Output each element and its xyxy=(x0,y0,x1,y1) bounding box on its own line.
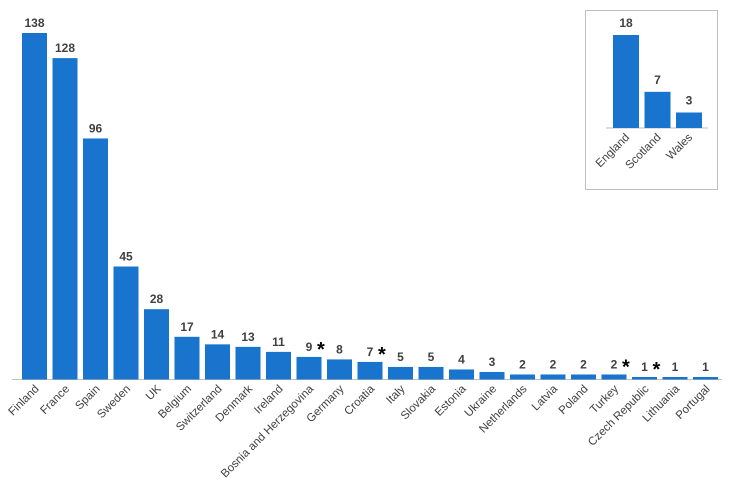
bar-switzerland xyxy=(205,344,230,380)
value-label: 9 xyxy=(306,340,313,354)
bar-turkey xyxy=(601,374,627,380)
bar-spain xyxy=(83,138,108,380)
value-label: 1 xyxy=(702,360,709,374)
inset-value-label: 3 xyxy=(686,94,693,108)
value-label: 14 xyxy=(211,327,225,341)
bar-poland xyxy=(571,374,596,380)
value-label: 7 xyxy=(367,345,374,359)
bar-estonia xyxy=(449,369,474,380)
asterisk-marker: * xyxy=(622,356,630,378)
bar-netherlands xyxy=(510,374,535,380)
bar-ukraine xyxy=(479,371,505,380)
value-label: 3 xyxy=(489,355,496,369)
inset-bar-scotland xyxy=(644,91,671,128)
value-label: 1 xyxy=(641,360,648,374)
value-label: 5 xyxy=(397,350,404,364)
value-label: 45 xyxy=(119,250,133,264)
value-label: 5 xyxy=(428,350,435,364)
value-label: 138 xyxy=(24,16,44,30)
bar-croatia xyxy=(357,361,383,380)
category-label: Croatia xyxy=(342,383,377,418)
category-label: Finland xyxy=(6,383,41,418)
bar-denmark xyxy=(235,346,261,380)
value-label: 17 xyxy=(180,320,194,334)
inset-bar-england xyxy=(613,35,639,128)
bar-portugal xyxy=(693,376,718,380)
bar-sweden xyxy=(113,266,139,380)
inset-value-label: 18 xyxy=(619,16,633,30)
value-label: 2 xyxy=(611,357,618,371)
value-label: 13 xyxy=(241,330,255,344)
category-label: Italy xyxy=(384,383,408,407)
value-label: 96 xyxy=(89,121,103,135)
category-label: UK xyxy=(144,383,164,403)
bar-france xyxy=(52,58,78,380)
category-label: Poland xyxy=(557,383,591,417)
asterisk-marker: * xyxy=(653,359,661,381)
category-label: Slovakia xyxy=(399,383,439,423)
asterisk-marker: * xyxy=(317,339,325,361)
bar-finland xyxy=(22,33,47,380)
bar-belgium xyxy=(174,336,200,380)
category-label: Spain xyxy=(73,383,102,412)
inset-bar-wales xyxy=(676,112,702,128)
asterisk-marker: * xyxy=(378,344,386,366)
category-label: France xyxy=(38,383,72,417)
value-label: 28 xyxy=(150,292,164,306)
bar-latvia xyxy=(540,374,566,380)
category-label: Sweden xyxy=(95,383,133,421)
bar-uk xyxy=(144,309,169,380)
bar-czech-republic xyxy=(632,376,657,380)
bar-italy xyxy=(388,366,413,380)
bar-slovakia xyxy=(418,366,444,380)
bar-germany xyxy=(327,359,352,380)
value-label: 2 xyxy=(519,357,526,371)
bar-lithuania xyxy=(662,376,688,380)
value-label: 11 xyxy=(272,335,285,349)
value-label: 8 xyxy=(336,342,343,356)
value-label: 128 xyxy=(55,41,75,55)
inset-value-label: 7 xyxy=(654,73,661,87)
category-label: Portugal xyxy=(674,383,713,422)
bar-bosnia-and-herzegovina xyxy=(296,356,322,380)
value-label: 4 xyxy=(458,352,465,366)
value-label: 2 xyxy=(580,357,587,371)
value-label: 2 xyxy=(550,357,557,371)
bar-ireland xyxy=(266,351,291,380)
value-label: 1 xyxy=(672,360,679,374)
